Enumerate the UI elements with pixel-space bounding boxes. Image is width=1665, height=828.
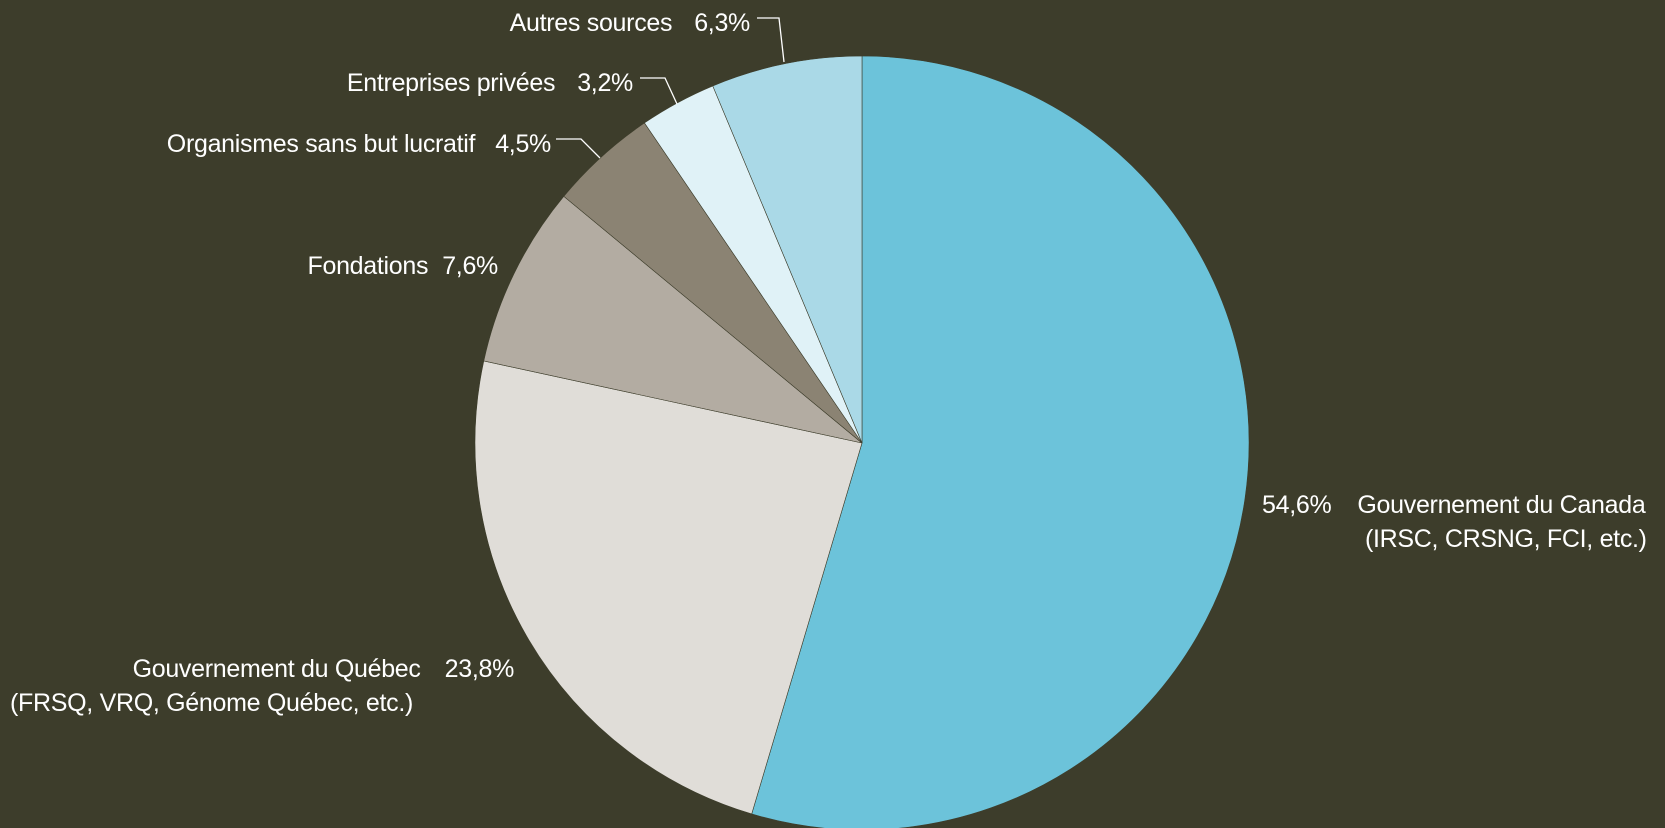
- slice-name-fondations: Fondations: [307, 252, 429, 280]
- slice-label-organismes: Organismes sans but lucratif 4,5%: [100, 127, 552, 161]
- slice-label-autres-sources: Autres sources 6,3%: [420, 6, 751, 40]
- pie-slice-autres-sources: [712, 55, 863, 444]
- slice-name-gouvernement-quebec: Gouvernement du Québec: [132, 655, 421, 683]
- slice-label-gouvernement-canada: 54,6% Gouvernement du Canada (IRSC, CRSNG…: [1262, 488, 1647, 556]
- slice-value-fondations: 7,6%: [442, 252, 498, 280]
- slice-name-autres-sources: Autres sources: [509, 9, 673, 37]
- leader-line-organismes: [556, 138, 601, 159]
- slice-name-entreprises-privees: Entreprises privées: [346, 69, 556, 97]
- slice-label-entreprises-privees: Entreprises privées 3,2%: [260, 66, 633, 100]
- slice-label-gouvernement-quebec: Gouvernement du Québec 23,8% (FRSQ, VRQ, …: [10, 652, 514, 720]
- slice-value-gouvernement-quebec: 23,8%: [444, 655, 515, 683]
- pie-slice-gouvernement-du-canada: [751, 55, 1250, 828]
- slice-value-gouvernement-canada: 54,6%: [1262, 491, 1332, 519]
- pie-slices: [474, 55, 1250, 828]
- pie-slice-gouvernement-du-quebec: [474, 360, 863, 815]
- slice-name-organismes: Organismes sans but lucratif: [166, 130, 476, 158]
- slice-value-organismes: 4,5%: [495, 130, 551, 158]
- leader-lines: [556, 17, 785, 159]
- slice-value-autres-sources: 6,3%: [694, 9, 750, 37]
- leader-line-entreprises-privees: [640, 77, 678, 105]
- slice-value-entreprises-privees: 3,2%: [577, 69, 633, 97]
- leader-line-autres-sources: [757, 17, 785, 63]
- slice-label-fondations: Fondations 7,6%: [180, 249, 499, 283]
- slice-subname-gouvernement-canada: (IRSC, CRSNG, FCI, etc.): [1365, 525, 1647, 553]
- slice-subname-gouvernement-quebec: (FRSQ, VRQ, Génome Québec, etc.): [10, 689, 414, 717]
- pie-slice-fondations: [483, 195, 863, 444]
- slice-name-gouvernement-canada: Gouvernement du Canada: [1357, 491, 1646, 519]
